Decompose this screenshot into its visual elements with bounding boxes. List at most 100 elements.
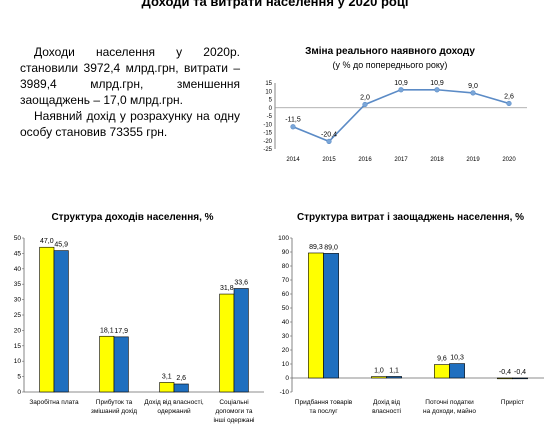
bar: [308, 252, 324, 379]
category-label: допомоги та: [216, 408, 253, 415]
y-tick-label: 15: [265, 81, 272, 87]
y-tick-label: 30: [282, 333, 290, 340]
data-label: 1,0: [374, 368, 384, 375]
category-label: Дохід від власності,: [144, 398, 204, 406]
data-label: 2,0: [360, 94, 370, 101]
data-label: 10,9: [394, 80, 408, 87]
line-point: [506, 100, 512, 107]
data-label: 10,3: [450, 355, 464, 362]
data-label: 9,0: [468, 83, 478, 90]
data-label: 31,8: [220, 285, 234, 292]
per-capita-paragraph: Наявний дохід у розрахунку на одну особу…: [20, 109, 240, 139]
data-label: -20,4: [321, 131, 337, 138]
category-label: Поточні податки: [425, 398, 474, 406]
category-label: власності: [372, 407, 401, 415]
data-label: 1,1: [389, 367, 399, 374]
expenses-chart-title: Структура витрат і заощаджень населення,…: [296, 212, 525, 223]
y-tick-label: 20: [282, 347, 290, 354]
income-chart-title: Структура доходів населення, %: [51, 212, 214, 223]
category-label: Приріст: [501, 398, 524, 406]
bar: [159, 382, 175, 393]
data-label: 89,3: [309, 244, 323, 251]
income-paragraph: Доходи населення у 2020р. становили 3972…: [20, 45, 240, 107]
bar: [386, 376, 402, 379]
category-label: Заробітна плата: [29, 398, 79, 406]
y-tick-label: 35: [14, 281, 22, 288]
line-chart: 15 10 5 0 -5 -10 -15 -20 -25 -11,5 2014 -20,4 2015 2,…: [263, 80, 527, 163]
data-label: 3,1: [162, 373, 172, 380]
y-tick-label: 70: [282, 277, 290, 284]
y-tick-label: 5: [269, 98, 273, 104]
line-point: [326, 138, 332, 145]
y-tick-label: -15: [263, 131, 272, 137]
data-label: -11,5: [285, 117, 301, 124]
x-tick-label: 2019: [466, 157, 480, 163]
category-label: Дохід від: [373, 398, 400, 406]
line-chart-subtitle: (у % до попереднього року): [332, 60, 448, 70]
data-label: 10,9: [430, 80, 444, 87]
bar: [434, 364, 450, 379]
y-tick-label: -20: [263, 139, 272, 145]
x-tick-label: 2017: [394, 157, 408, 163]
line-point: [290, 124, 296, 130]
y-tick-label: 10: [14, 358, 22, 365]
y-tick-label: 80: [282, 263, 290, 270]
y-tick-label: -25: [263, 147, 272, 153]
x-tick-label: 2014: [286, 157, 300, 163]
y-tick-label: 50: [14, 235, 22, 242]
bar: [173, 383, 189, 393]
bar: [512, 377, 528, 380]
y-tick-label: 25: [14, 312, 22, 319]
y-tick-label: 45: [14, 250, 22, 257]
y-tick-label: 40: [14, 266, 22, 273]
line-point: [434, 87, 440, 93]
y-tick-label: 0: [269, 106, 273, 112]
y-tick-label: 60: [282, 291, 290, 298]
x-tick-label: 2015: [322, 157, 336, 163]
line-point: [398, 87, 404, 93]
data-label: 2,6: [176, 375, 186, 382]
bar: [449, 363, 465, 379]
y-tick-label: 50: [282, 305, 290, 312]
data-label: 9,6: [437, 356, 447, 363]
data-label: 2,6: [504, 93, 514, 100]
category-label: одержаний: [157, 407, 191, 415]
category-label: на доходи, майно: [423, 407, 476, 415]
y-tick-label: 0: [17, 389, 21, 396]
bar: [233, 288, 249, 393]
bar: [99, 335, 115, 393]
data-label: -0,4: [499, 369, 511, 376]
y-tick-label: -10: [263, 122, 272, 128]
y-tick-label: 15: [14, 343, 22, 350]
y-tick-label: 100: [278, 235, 289, 242]
y-tick-label: -10: [280, 389, 290, 396]
category-label: інші одержані: [214, 416, 255, 424]
x-tick-label: 2020: [502, 157, 516, 163]
bar: [497, 377, 513, 380]
category-label: змішаний дохід: [91, 407, 137, 415]
line-point: [362, 101, 368, 108]
y-tick-label: 20: [14, 327, 22, 334]
y-tick-label: 5: [17, 374, 21, 381]
category-label: Прибуток та: [96, 398, 133, 406]
line-point: [470, 90, 476, 96]
data-label: 45,9: [54, 242, 68, 249]
data-label: 33,6: [234, 280, 248, 287]
category-label: Придбання товарів: [295, 398, 353, 406]
x-tick-label: 2016: [358, 157, 372, 163]
data-label: 18,1: [100, 327, 114, 334]
bar: [53, 250, 69, 393]
bar: [323, 253, 339, 379]
data-label: 47,0: [40, 238, 54, 245]
y-tick-label: 10: [265, 89, 272, 95]
y-tick-label: 30: [14, 297, 22, 304]
line-chart-title: Зміна реального наявного доходу: [305, 46, 475, 57]
y-tick-label: 40: [282, 319, 290, 326]
y-tick-label: 90: [282, 249, 290, 256]
page-title: Доходи та витрати населення у 2020 році: [141, 0, 409, 9]
bar: [39, 246, 55, 393]
data-label: 89,0: [324, 244, 338, 251]
bar: [219, 293, 235, 393]
